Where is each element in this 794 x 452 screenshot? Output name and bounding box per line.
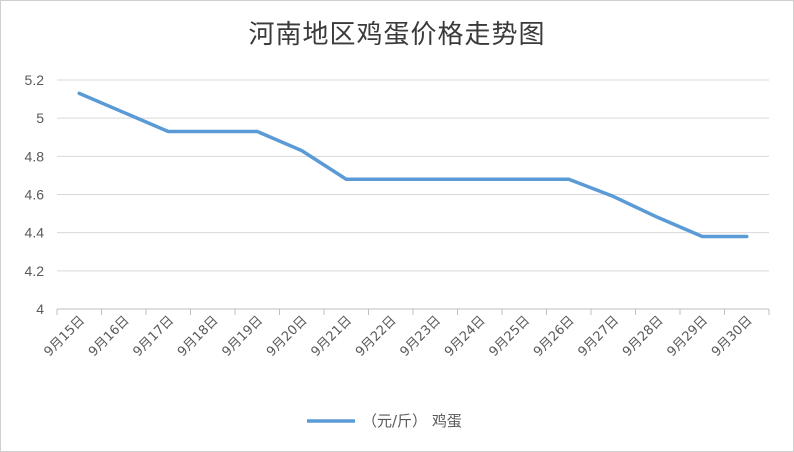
gridlines (57, 79, 769, 272)
x-tick-label: 9月29日 (665, 313, 712, 360)
y-tick-label: 5.2 (25, 72, 45, 88)
x-tick-label: 9月27日 (576, 313, 623, 360)
x-tick-label: 9月21日 (309, 313, 356, 360)
y-tick-label: 4.2 (25, 263, 45, 279)
x-tick-label: 9月22日 (353, 313, 400, 360)
x-tick-label: 9月19日 (220, 313, 267, 360)
y-tick-label: 4.4 (25, 225, 45, 241)
x-tick-label: 9月16日 (86, 313, 133, 360)
y-tick-label: 4 (36, 301, 44, 317)
chart-title: 河南地区鸡蛋价格走势图 (248, 20, 546, 50)
legend: （元/斤） 鸡蛋 (307, 412, 462, 430)
y-tick-label: 4.6 (25, 187, 45, 203)
x-tick-label: 9月20日 (264, 313, 311, 360)
x-tick-label: 9月15日 (42, 313, 89, 360)
x-tick-label: 9月26日 (531, 313, 578, 360)
y-tick-label: 4.8 (25, 148, 45, 164)
series-line (77, 91, 749, 239)
x-tick-label: 9月30日 (709, 313, 756, 360)
x-tick-label: 9月25日 (487, 313, 534, 360)
x-axis-ticks: 9月15日9月16日9月17日9月18日9月19日9月20日9月21日9月22日… (42, 313, 756, 360)
y-axis-ticks: 4 4.2 4.4 4.6 4.8 5 5.2 (25, 72, 45, 317)
x-tick-label: 9月28日 (620, 313, 667, 360)
x-tick-label: 9月18日 (175, 313, 222, 360)
x-tick-label: 9月17日 (131, 313, 178, 360)
y-tick-label: 5 (36, 110, 44, 126)
x-tick-label: 9月23日 (398, 313, 445, 360)
x-tick-label: 9月24日 (442, 313, 489, 360)
series-group (77, 91, 749, 239)
legend-label: （元/斤） 鸡蛋 (362, 412, 462, 430)
x-axis (56, 308, 770, 315)
